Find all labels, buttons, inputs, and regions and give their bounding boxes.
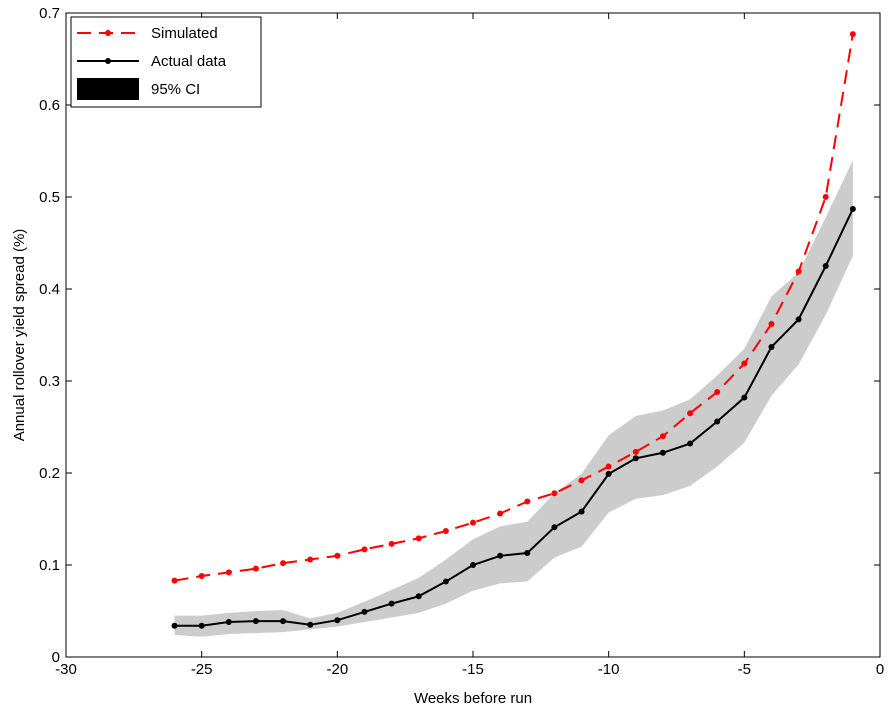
- data-point-simulated: [225, 569, 232, 576]
- ci-band-layer: [174, 160, 853, 637]
- data-point-simulated: [605, 463, 612, 470]
- data-point-simulated: [632, 448, 639, 455]
- data-point-simulated: [415, 535, 422, 542]
- x-axis-label: Weeks before run: [414, 690, 532, 707]
- y-tick-label: 0.6: [39, 97, 60, 114]
- series-line-simulated: [174, 33, 854, 582]
- y-axis-label: Annual rollover yield spread (%): [11, 229, 28, 442]
- x-tick-label: -20: [326, 661, 348, 678]
- data-point-actual-data: [252, 618, 259, 625]
- data-point-simulated: [741, 360, 748, 367]
- x-tick-label: -5: [738, 661, 751, 678]
- data-point-simulated: [714, 389, 721, 396]
- data-point-actual-data: [470, 562, 476, 568]
- data-point-simulated: [334, 552, 341, 559]
- data-point-actual-data: [171, 622, 178, 629]
- data-point-simulated: [524, 498, 531, 505]
- data-point-simulated: [361, 546, 368, 553]
- x-tick-label: 0: [876, 661, 884, 678]
- ci-band: [174, 160, 853, 637]
- data-point-actual-data: [659, 449, 666, 456]
- legend: Simulated Actual data 95% CI: [70, 16, 262, 108]
- data-point-actual-data: [605, 470, 612, 477]
- data-point-actual-data: [578, 508, 585, 515]
- data-point-simulated: [252, 565, 259, 572]
- data-point-simulated: [388, 540, 395, 547]
- y-tick-label: 0.5: [39, 189, 60, 206]
- series-layer: [171, 31, 856, 629]
- legend-marker-actual-data: [105, 58, 111, 64]
- tick-layer: -30 -25 -20 -15 -10 -5 0 0 0.1 0.2 0.3 0.4 0.5 0.6 0.7: [39, 5, 884, 678]
- y-tick-label: 0.7: [39, 5, 60, 22]
- y-tick-label: 0.2: [39, 465, 60, 482]
- x-tick-label: -10: [598, 661, 620, 678]
- data-point-actual-data: [497, 552, 504, 559]
- data-point-simulated: [307, 556, 314, 563]
- data-point-actual-data: [198, 622, 205, 629]
- data-point-simulated: [659, 433, 666, 440]
- data-point-simulated: [795, 268, 802, 275]
- y-tick-label: 0.3: [39, 373, 60, 390]
- data-point-actual-data: [361, 608, 368, 615]
- data-point-actual-data: [795, 316, 802, 323]
- data-point-simulated: [497, 510, 504, 517]
- data-point-actual-data: [822, 263, 829, 269]
- data-point-simulated: [849, 31, 856, 38]
- legend-label-95-ci: 95% CI: [151, 81, 200, 98]
- data-point-simulated: [280, 560, 287, 567]
- data-point-actual-data: [307, 621, 314, 628]
- legend-swatch-95-ci: [77, 78, 139, 100]
- data-point-simulated: [687, 410, 694, 417]
- data-point-actual-data: [741, 394, 748, 401]
- x-tick-label: -25: [191, 661, 213, 678]
- y-tick-label: 0.4: [39, 281, 60, 298]
- data-point-simulated: [470, 519, 476, 526]
- data-point-actual-data: [524, 550, 531, 557]
- y-tick-label: 0: [52, 649, 60, 666]
- data-point-simulated: [768, 320, 775, 327]
- series-actual-data: [171, 205, 856, 629]
- data-point-simulated: [198, 573, 205, 580]
- x-tick-label: -15: [462, 661, 484, 678]
- data-point-actual-data: [415, 593, 422, 600]
- data-point-actual-data: [768, 343, 775, 350]
- data-point-simulated: [171, 577, 178, 584]
- data-point-actual-data: [225, 619, 232, 626]
- data-point-actual-data: [849, 205, 856, 212]
- data-point-actual-data: [280, 618, 287, 625]
- series-line-actual-data: [174, 208, 854, 627]
- data-point-actual-data: [687, 440, 694, 447]
- legend-label-simulated: Simulated: [151, 25, 218, 42]
- data-point-simulated: [578, 477, 585, 484]
- legend-marker-simulated: [105, 30, 111, 36]
- data-point-simulated: [442, 527, 449, 534]
- x-tick-label: -30: [55, 661, 77, 678]
- data-point-actual-data: [442, 578, 449, 585]
- data-point-actual-data: [334, 617, 341, 624]
- data-point-simulated: [822, 194, 829, 200]
- data-point-simulated: [551, 490, 558, 497]
- data-point-actual-data: [551, 524, 558, 531]
- data-point-actual-data: [714, 418, 721, 425]
- y-tick-label: 0.1: [39, 557, 60, 574]
- data-point-actual-data: [388, 600, 395, 607]
- series-simulated: [171, 31, 856, 584]
- legend-label-actual-data: Actual data: [151, 53, 227, 70]
- data-point-actual-data: [632, 455, 639, 462]
